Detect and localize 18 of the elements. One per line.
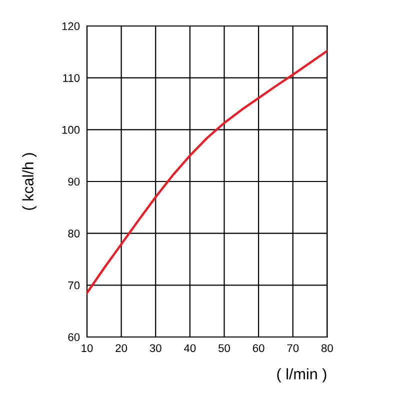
x-tick-label: 10 [82,344,93,352]
y-tick-label: 120 [62,22,80,30]
y-tick-label: 110 [63,74,80,82]
x-tick-label: 30 [150,344,162,352]
x-tick-label: 20 [116,344,128,352]
y-tick-label: 70 [68,281,80,290]
x-tick-label: 40 [184,344,196,352]
x-tick-label: 50 [218,344,230,352]
y-axis-title: ( kcal/h ) [22,153,36,210]
x-axis-title: ( l/min ) [277,368,326,382]
y-tick-label: 90 [68,178,80,186]
y-tick-label: 100 [62,126,80,134]
x-tick-label: 80 [321,344,333,352]
y-tick-label: 60 [68,333,80,342]
x-tick-label: 60 [252,344,264,352]
x-tick-label: 70 [287,344,299,352]
y-tick-label: 80 [68,230,80,238]
line-series [86,50,328,294]
